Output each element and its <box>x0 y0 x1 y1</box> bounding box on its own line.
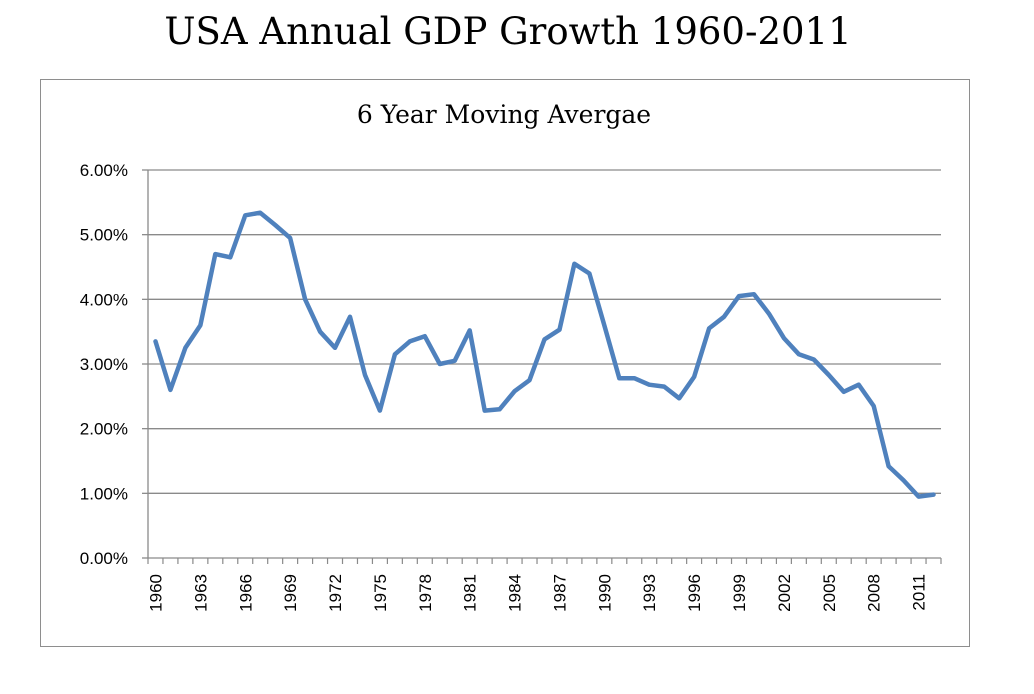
x-tick-label: 1966 <box>236 574 255 612</box>
series-line <box>153 210 936 499</box>
x-axis-ticks: 1960 1963 1966 1969 1972 1975 1978 1981 1984 1987… <box>146 558 942 612</box>
x-tick-label: 1996 <box>685 574 704 612</box>
y-tick-label: 0.00% <box>80 549 128 568</box>
x-tick-label: 1972 <box>326 574 345 612</box>
y-tick-label: 3.00% <box>80 355 128 374</box>
x-tick-label: 2008 <box>865 574 884 612</box>
gridlines <box>148 169 941 494</box>
y-tick-label: 6.00% <box>80 161 128 180</box>
page-title: USA Annual GDP Growth 1960-2011 <box>164 10 852 53</box>
x-tick-label: 2011 <box>910 574 929 611</box>
y-tick-label: 5.00% <box>80 226 128 245</box>
x-tick-label: 1999 <box>730 574 749 612</box>
x-tick-label: 1960 <box>146 574 165 612</box>
x-tick-label: 1975 <box>371 574 390 612</box>
x-tick-label: 1981 <box>461 574 480 612</box>
series-layer <box>153 210 936 499</box>
x-tick-label: 2005 <box>820 574 839 612</box>
chart-frame <box>40 79 970 647</box>
x-tick-label: 1978 <box>416 574 435 612</box>
y-tick-label: 4.00% <box>80 290 128 309</box>
chart-title: 6 Year Moving Avergae <box>357 100 651 129</box>
x-tick-label: 2002 <box>775 574 794 612</box>
x-tick-label: 1963 <box>191 574 210 612</box>
y-axis-ticks: 0.00% 1.00% 2.00% 3.00% 4.00% 5.00% 6.00% <box>80 161 148 568</box>
x-tick-label: 1993 <box>640 574 659 612</box>
x-tick-label: 1990 <box>595 574 614 612</box>
x-tick-label: 1969 <box>281 574 300 612</box>
x-tick-label: 1987 <box>550 574 569 612</box>
y-tick-label: 2.00% <box>80 420 128 439</box>
x-tick-label: 1984 <box>506 574 525 612</box>
y-tick-label: 1.00% <box>80 484 128 503</box>
